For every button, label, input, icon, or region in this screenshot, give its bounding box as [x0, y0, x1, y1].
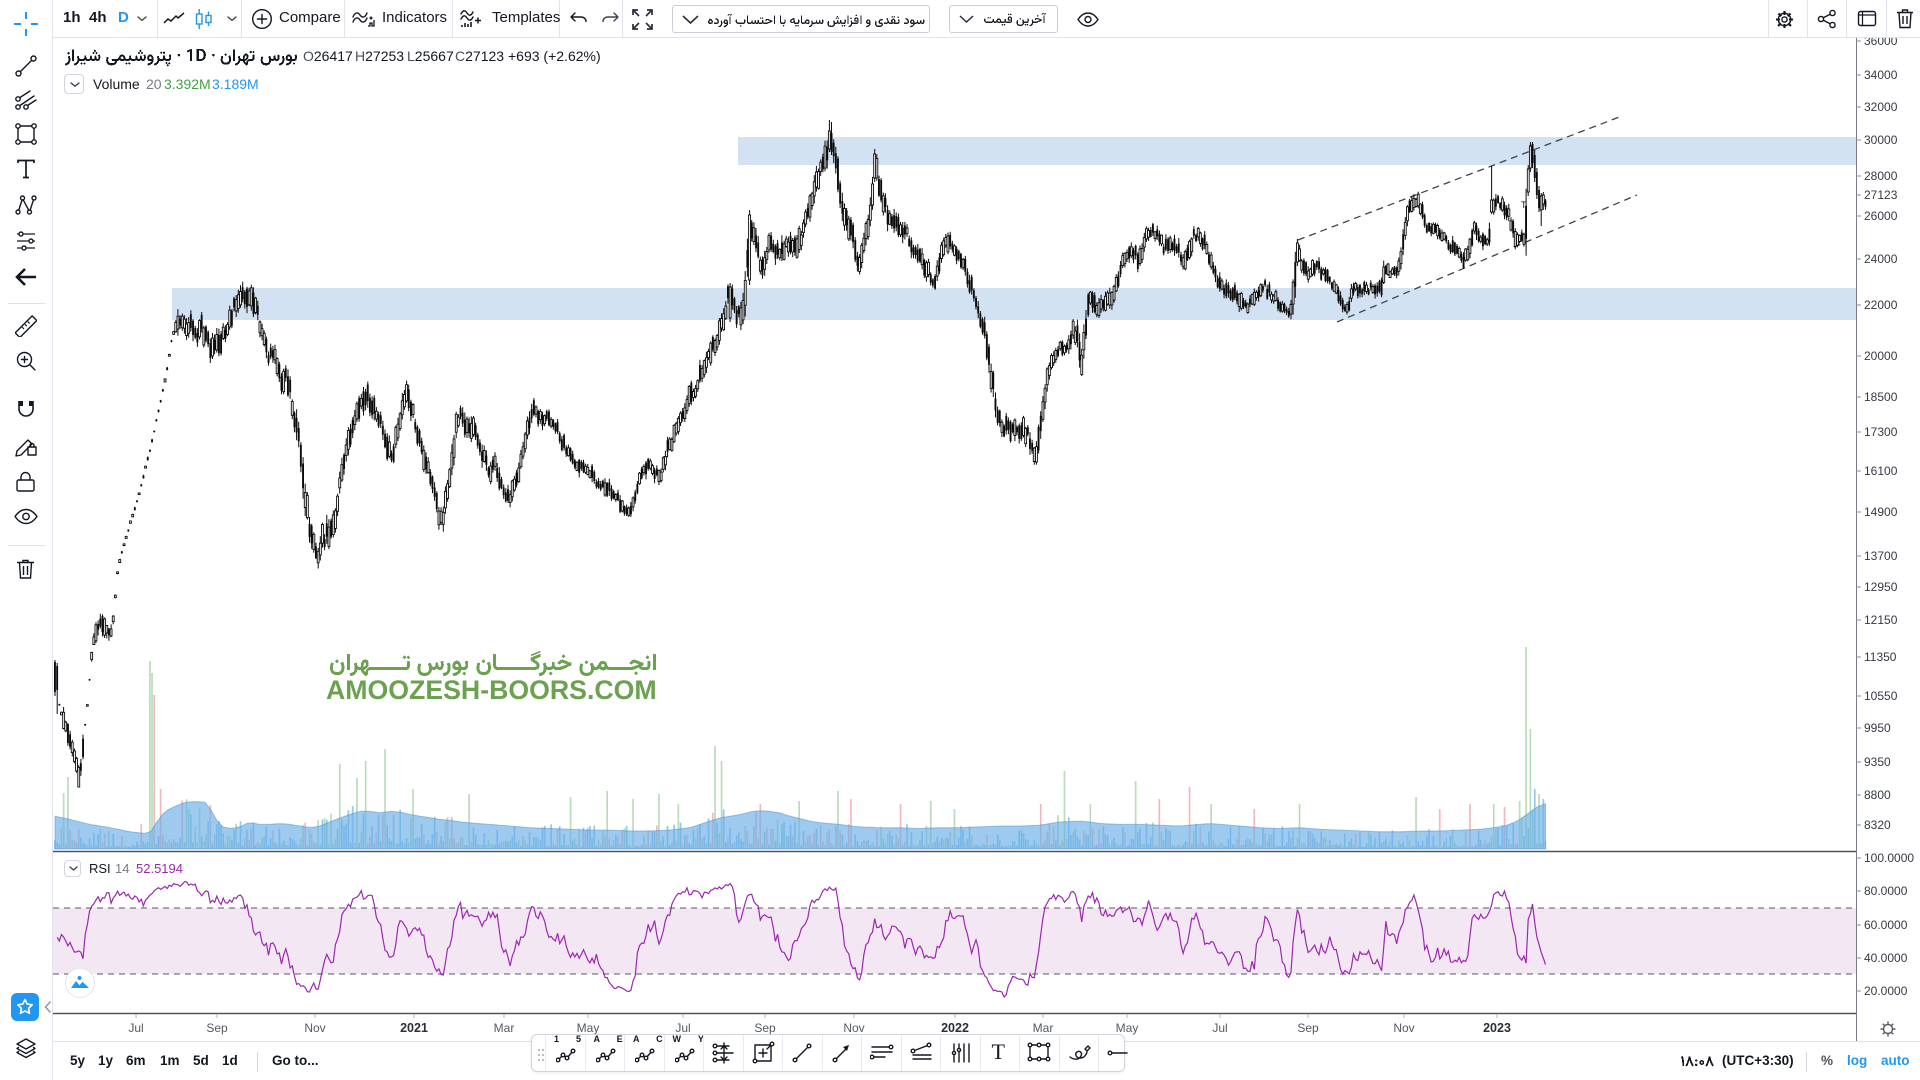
svg-text:22000: 22000	[1864, 298, 1898, 312]
svg-text:Nov: Nov	[304, 1021, 325, 1035]
svg-text:27123: 27123	[1864, 188, 1898, 202]
svg-text:Mar: Mar	[494, 1021, 515, 1035]
svg-text:34000: 34000	[1864, 68, 1898, 82]
svg-text:9350: 9350	[1864, 755, 1891, 769]
svg-text:10550: 10550	[1864, 689, 1898, 703]
svg-text:11350: 11350	[1864, 650, 1897, 664]
svg-text:30000: 30000	[1864, 133, 1898, 147]
svg-text:13700: 13700	[1864, 549, 1898, 563]
svg-text:Mar: Mar	[1033, 1021, 1054, 1035]
svg-text:Nov: Nov	[843, 1021, 864, 1035]
svg-text:20.0000: 20.0000	[1864, 984, 1908, 998]
svg-text:100.0000: 100.0000	[1864, 851, 1914, 865]
svg-text:T: T	[1521, 200, 1527, 210]
svg-text:14900: 14900	[1864, 505, 1898, 519]
svg-text:Jul: Jul	[1212, 1021, 1227, 1035]
svg-text:Jul: Jul	[675, 1021, 690, 1035]
svg-text:18500: 18500	[1864, 390, 1898, 404]
svg-text:9950: 9950	[1864, 721, 1891, 735]
svg-text:60.0000: 60.0000	[1864, 918, 1908, 932]
svg-text:20000: 20000	[1864, 349, 1898, 363]
svg-text:32000: 32000	[1864, 100, 1898, 114]
svg-text:2022: 2022	[941, 1021, 969, 1035]
svg-text:26000: 26000	[1864, 209, 1898, 223]
svg-text:Sep: Sep	[754, 1021, 776, 1035]
svg-text:16100: 16100	[1864, 464, 1898, 478]
svg-text:8800: 8800	[1864, 788, 1891, 802]
svg-text:8320: 8320	[1864, 818, 1891, 832]
svg-text:40.0000: 40.0000	[1864, 951, 1908, 965]
svg-text:12150: 12150	[1864, 613, 1898, 627]
svg-text:Sep: Sep	[206, 1021, 228, 1035]
svg-text:12950: 12950	[1864, 580, 1898, 594]
svg-text:May: May	[577, 1021, 600, 1035]
svg-text:AMOOZESH-BOORS.COM: AMOOZESH-BOORS.COM	[326, 675, 657, 705]
svg-text:2021: 2021	[400, 1021, 428, 1035]
svg-text:Nov: Nov	[1393, 1021, 1414, 1035]
svg-text:17300: 17300	[1864, 425, 1898, 439]
svg-text:80.0000: 80.0000	[1864, 884, 1908, 898]
svg-text:Jul: Jul	[128, 1021, 143, 1035]
svg-text:24000: 24000	[1864, 252, 1898, 266]
svg-text:2023: 2023	[1483, 1021, 1511, 1035]
svg-text:28000: 28000	[1864, 169, 1898, 183]
svg-text:May: May	[1116, 1021, 1139, 1035]
svg-text:Sep: Sep	[1297, 1021, 1319, 1035]
